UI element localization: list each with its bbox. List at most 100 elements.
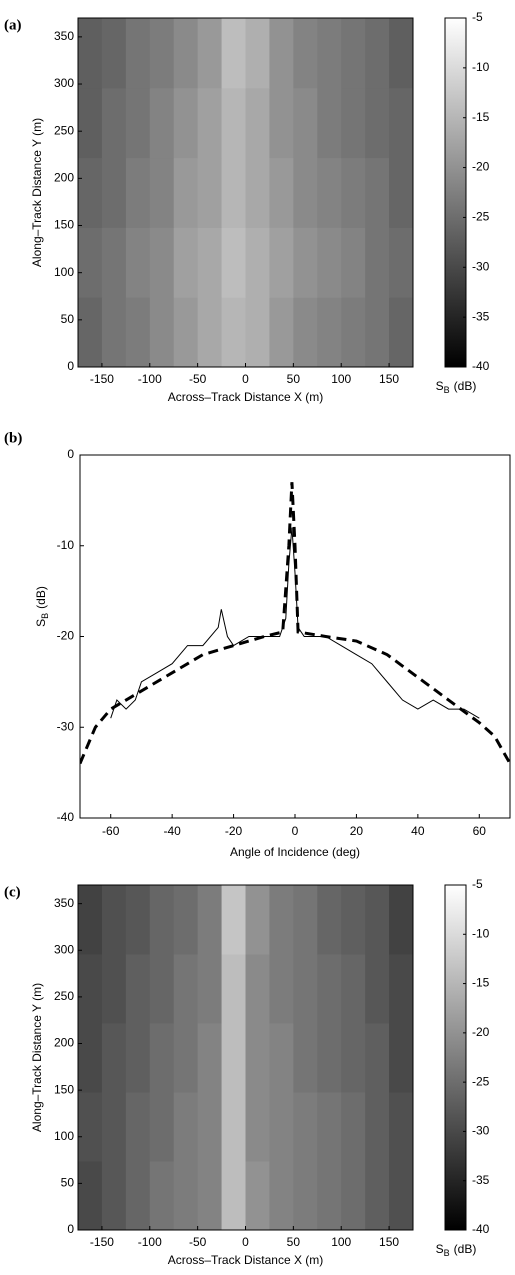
label-unit: (dB): [34, 586, 48, 609]
heatmap-cell: [125, 1092, 151, 1162]
colorbar-tick-label: -5: [472, 877, 483, 891]
heatmap-cell: [245, 18, 270, 89]
heatmap-cell: [125, 227, 151, 298]
heatmap-cell: [317, 954, 342, 1024]
colorbar-tick-label: -35: [472, 1173, 490, 1187]
heatmap-cell: [269, 87, 294, 159]
heatmap-cell: [293, 1161, 318, 1231]
x-tick-label: 0: [242, 1235, 249, 1249]
heatmap-cell: [389, 954, 414, 1024]
label-sub: B: [444, 385, 450, 395]
heatmap-cell: [293, 157, 318, 228]
heatmap-cell: [78, 885, 103, 955]
heatmap-cell: [389, 87, 414, 159]
label-sub: B: [40, 613, 50, 619]
colorbar-tick-label: -5: [472, 10, 483, 24]
x-tick-label: 60: [473, 824, 487, 838]
heatmap-cell: [197, 1092, 223, 1162]
heatmap-cell: [389, 227, 414, 298]
heatmap-cell: [365, 18, 390, 89]
x-tick-label: -40: [163, 824, 181, 838]
heatmap-cell: [293, 297, 318, 368]
heatmap-cell: [101, 1092, 127, 1162]
heatmap-cell: [341, 18, 366, 89]
label-main: S: [34, 619, 48, 627]
colorbar-tick-label: -10: [472, 60, 490, 74]
y-tick-label: 50: [61, 1176, 75, 1190]
heatmap-cell: [269, 1161, 294, 1231]
x-tick-label: 50: [287, 1235, 301, 1249]
y-tick-label: 150: [54, 218, 74, 232]
x-tick-label: -20: [225, 824, 243, 838]
heatmap-cell: [269, 297, 294, 368]
heatmap-cell: [125, 885, 151, 955]
heatmap-cell: [269, 227, 294, 298]
y-tick-label: 150: [54, 1082, 74, 1096]
heatmap-cell: [197, 885, 223, 955]
label-sub: B: [444, 1248, 450, 1258]
heatmap-cell: [245, 1161, 270, 1231]
heatmap-cell: [173, 297, 199, 368]
heatmap-cell: [365, 885, 390, 955]
heatmap-cell: [341, 1092, 366, 1162]
heatmap-cell: [317, 1092, 342, 1162]
heatmap-cell: [173, 18, 199, 89]
heatmap-cell: [221, 227, 246, 298]
heatmap-cell: [317, 18, 342, 89]
heatmap-cell: [125, 297, 151, 368]
data-line: [80, 482, 510, 765]
heatmap-cell: [317, 1161, 342, 1231]
x-tick-label: 100: [331, 1235, 351, 1249]
y-tick-label: 250: [54, 123, 74, 137]
heatmap-cell: [389, 1023, 414, 1093]
x-tick-label: 40: [411, 824, 425, 838]
heatmap-cell: [78, 227, 103, 298]
x-tick-label: -50: [189, 372, 207, 386]
heatmap-cell: [341, 157, 366, 228]
colorbar-tick-label: -35: [472, 309, 490, 323]
label-main: S: [436, 1242, 444, 1256]
heatmap-cell: [173, 227, 199, 298]
heatmap-cell: [245, 1092, 270, 1162]
y-tick-label: 50: [61, 312, 75, 326]
heatmap-cell: [341, 1161, 366, 1231]
y-tick-label: -20: [57, 629, 75, 643]
colorbar-tick-label: -25: [472, 210, 490, 224]
heatmap-cell: [341, 954, 366, 1024]
heatmap-cell: [101, 87, 127, 159]
heatmap-cell: [101, 954, 127, 1024]
colorbar-tick-label: -15: [472, 110, 490, 124]
colorbar-tick-label: -20: [472, 160, 490, 174]
heatmap-cell: [365, 297, 390, 368]
label-unit: (dB): [454, 1242, 477, 1256]
colorbar-tick-label: -20: [472, 1025, 490, 1039]
heatmap-cell: [125, 1023, 151, 1093]
colorbar-tick-label: -40: [472, 359, 490, 373]
heatmap-cell: [173, 885, 199, 955]
heatmap-cell: [221, 885, 246, 955]
heatmap-cell: [293, 954, 318, 1024]
panel-label: (c): [4, 884, 21, 900]
data-line: [110, 527, 480, 719]
heatmap-cell: [221, 954, 246, 1024]
heatmap-cell: [389, 18, 414, 89]
heatmap-cell: [269, 18, 294, 89]
heatmap-cell: [78, 954, 103, 1024]
x-tick-label: 50: [287, 372, 301, 386]
heatmap-cell: [197, 157, 223, 228]
plot-frame: [79, 454, 511, 819]
heatmap-cell: [365, 157, 390, 228]
y-tick-label: 250: [54, 989, 74, 1003]
colorbar-tick-label: -10: [472, 926, 490, 940]
colorbar-tick-label: -15: [472, 976, 490, 990]
colorbar-tick-label: -30: [472, 259, 490, 273]
heatmap-cell: [293, 227, 318, 298]
heatmap-cell: [221, 1161, 246, 1231]
heatmap-cell: [293, 885, 318, 955]
x-tick-label: -50: [189, 1235, 207, 1249]
x-tick-label: -60: [102, 824, 120, 838]
heatmap-cell: [78, 297, 103, 368]
y-tick-label: -40: [57, 810, 75, 824]
heatmap-cell: [341, 885, 366, 955]
y-tick-label: 350: [54, 896, 74, 910]
